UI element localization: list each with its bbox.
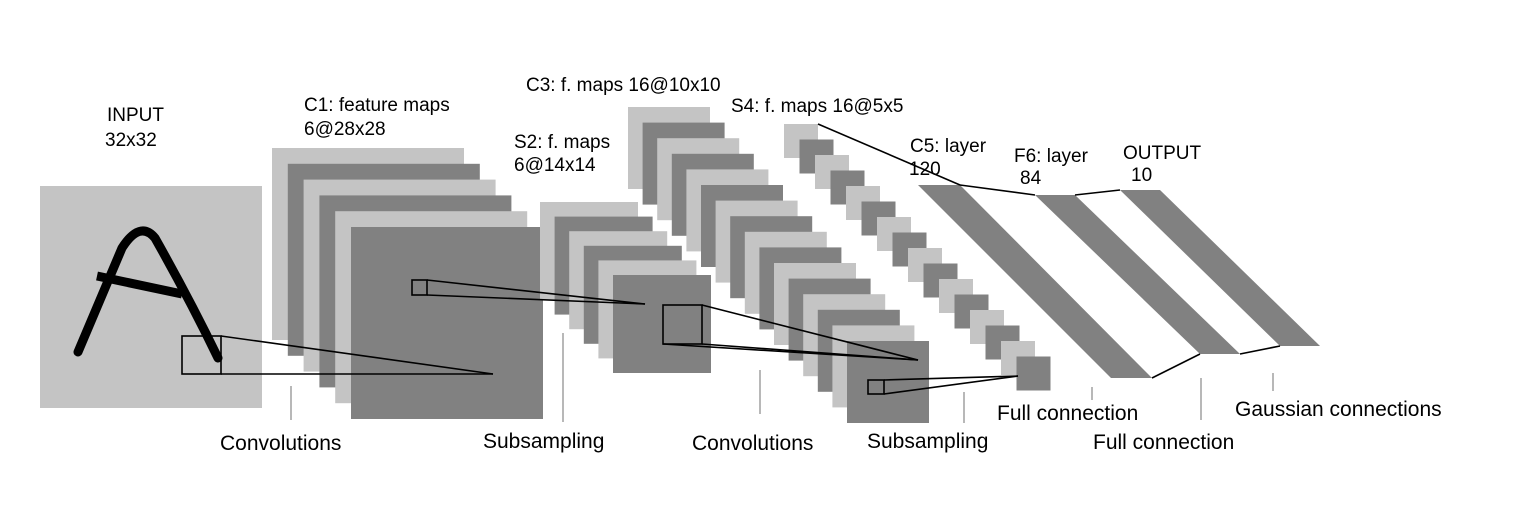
c1-s2-line-bottom — [426, 294, 646, 305]
c3-feature-map-16 — [847, 341, 929, 423]
op-convolutions-1: Convolutions — [220, 432, 341, 455]
f6-title: F6: layer — [1014, 146, 1089, 167]
s2-feature-map-6 — [613, 275, 711, 373]
f6-output-top-link — [1074, 189, 1121, 196]
c1-feature-map-6 — [351, 227, 543, 419]
s2-size: 6@14x14 — [514, 155, 596, 176]
c3-s4-line-top — [883, 375, 1019, 381]
op-subsampling-2: Subsampling — [867, 430, 988, 453]
s4-feature-map-16 — [1016, 356, 1051, 391]
s2-c3-line-bottom — [701, 343, 919, 361]
c5-f6-bottom-link — [1151, 353, 1201, 379]
c5-f6-top-link — [959, 184, 1036, 196]
c1-receptive-field — [411, 279, 428, 296]
op-full-connection-1: Full connection — [997, 402, 1138, 425]
f6-output-bottom-link — [1239, 345, 1281, 355]
output-title: OUTPUT — [1123, 143, 1202, 164]
input-layer: INPUT 32x32 — [40, 105, 262, 408]
s2-feature-map-stack — [540, 202, 711, 373]
letter-a-crossbar — [96, 271, 183, 299]
input-receptive-field — [181, 335, 222, 375]
c3-feature-map-stack — [628, 107, 929, 423]
operation-ticks — [290, 333, 1274, 423]
input-size: 32x32 — [105, 130, 157, 151]
c3-receptive-field — [867, 379, 885, 395]
c5-title: C5: layer — [910, 136, 987, 157]
s4-feature-map-stack — [784, 124, 1051, 391]
s4-title: S4: f. maps 16@5x5 — [731, 96, 903, 117]
input-image — [40, 186, 262, 408]
c3-s4-line-bottom — [883, 375, 1019, 395]
fully-connected-layers: C5: layer 120 F6: layer 84 OUTPUT 10 — [909, 136, 1320, 379]
s2-c3-line-top — [701, 304, 919, 361]
s2-title: S2: f. maps — [514, 132, 610, 153]
f6-band — [1035, 195, 1240, 354]
letter-a-stroke — [73, 226, 223, 363]
op-convolutions-2: Convolutions — [692, 432, 813, 455]
output-size: 10 — [1131, 165, 1152, 186]
c5-band — [918, 185, 1152, 378]
op-full-connection-2: Full connection — [1093, 431, 1234, 454]
s2-receptive-field — [662, 304, 703, 345]
c3-title: C3: f. maps 16@10x10 — [526, 75, 721, 96]
c1-title: C1: feature maps — [304, 95, 450, 116]
f6-size: 84 — [1020, 168, 1042, 189]
c1-feature-map-stack — [272, 148, 543, 419]
output-band — [1120, 190, 1320, 346]
input-c1-line-top — [220, 335, 494, 375]
connection-lines — [220, 123, 1019, 395]
input-title: INPUT — [107, 105, 164, 126]
c1-s2-line-top — [426, 279, 646, 305]
c1-size: 6@28x28 — [304, 119, 386, 140]
op-subsampling-1: Subsampling — [483, 430, 604, 453]
s4-c5-line — [817, 123, 961, 186]
op-gaussian-connections: Gaussian connections — [1235, 398, 1442, 421]
